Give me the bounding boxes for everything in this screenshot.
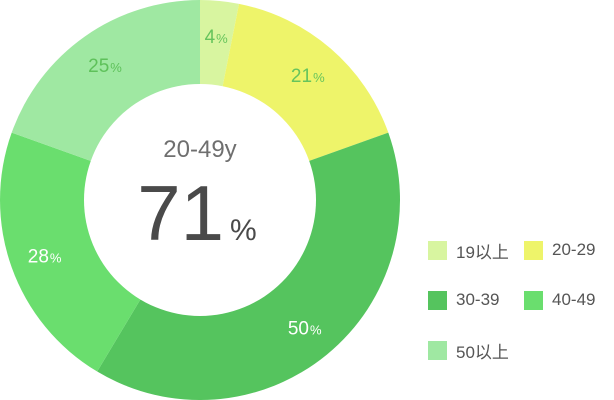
legend-swatch — [524, 240, 543, 260]
legend-swatch — [428, 340, 447, 360]
slice-label-value: 21 — [291, 66, 312, 87]
slice-label-3: 50% — [288, 319, 322, 340]
slice-label-2: 21% — [291, 66, 325, 87]
legend-item-3: 30-39 — [428, 290, 524, 310]
legend-label: 30-39 — [456, 290, 500, 309]
slice-label-unit: % — [110, 60, 122, 75]
legend-swatch — [428, 290, 447, 310]
slice-label-value: 25 — [88, 56, 109, 77]
legend-item-2: 20-29 — [524, 240, 614, 260]
legend-swatch — [428, 240, 447, 260]
slice-label-5: 25% — [88, 56, 122, 77]
legend-item-5: 50以上 — [428, 340, 524, 362]
center-value-text: 71% — [137, 169, 256, 257]
center-subtitle: 20-49y — [163, 136, 236, 163]
center-value: 71 — [137, 169, 224, 257]
donut-hole — [84, 84, 316, 316]
legend-item-1: 19以上 — [428, 240, 524, 262]
legend-label: 50以上 — [456, 342, 509, 362]
slice-label-unit: % — [50, 251, 62, 266]
slice-label-1: 4% — [205, 27, 229, 48]
slice-label-value: 50 — [288, 319, 309, 340]
legend-label: 20-29 — [552, 240, 596, 259]
slice-label-value: 28 — [28, 247, 49, 268]
slice-label-unit: % — [310, 323, 322, 338]
legend-swatch — [524, 290, 543, 310]
slice-label-4: 28% — [28, 247, 62, 268]
slice-label-unit: % — [216, 31, 228, 46]
legend-label: 19以上 — [456, 242, 509, 262]
slice-label-value: 4 — [205, 27, 216, 48]
chart-legend: 19以上 20-29 30-39 40-49 50以上 — [428, 240, 614, 362]
legend-label: 40-49 — [552, 290, 596, 309]
legend-item-4: 40-49 — [524, 290, 614, 310]
slice-label-unit: % — [313, 70, 325, 85]
center-unit: % — [230, 214, 257, 247]
slice-labels: 4%21%50%28%25% — [28, 27, 325, 340]
